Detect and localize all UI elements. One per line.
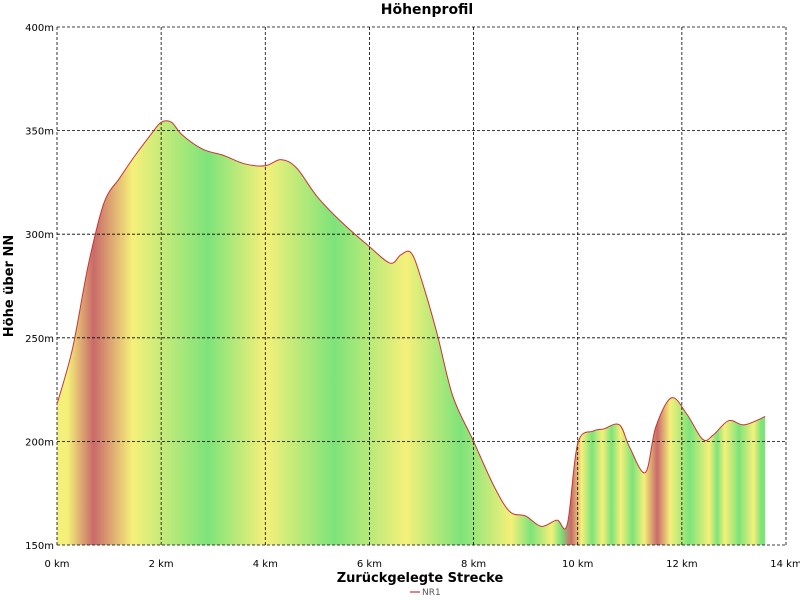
y-axis-title: Höhe über NN bbox=[2, 235, 17, 337]
y-tick-label: 150m bbox=[25, 541, 54, 552]
elevation-line bbox=[56, 120, 766, 530]
elevation-area-fill bbox=[57, 120, 766, 545]
legend: NR1 bbox=[410, 588, 441, 598]
y-tick-label: 400m bbox=[25, 23, 54, 34]
elevation-line-group bbox=[56, 120, 766, 530]
grid-lines bbox=[56, 26, 787, 546]
elevation-area bbox=[57, 120, 766, 545]
x-tick-label: 14 km bbox=[770, 559, 800, 570]
y-tick-label: 350m bbox=[25, 127, 54, 138]
x-tick-label: 8 km bbox=[461, 559, 486, 570]
y-tick-label: 200m bbox=[25, 437, 54, 448]
x-axis-ticks: 0 km 2 km 4 km 6 km 8 km 10 km 12 km 14 km bbox=[44, 559, 800, 570]
y-tick-label: 300m bbox=[25, 230, 54, 241]
x-tick-label: 0 km bbox=[44, 559, 69, 570]
x-tick-label: 10 km bbox=[562, 559, 593, 570]
y-axis-ticks: 150m 200m 250m 300m 350m 400m bbox=[25, 23, 54, 552]
x-tick-label: 2 km bbox=[149, 559, 174, 570]
y-tick-label: 250m bbox=[25, 334, 54, 345]
chart-title: Höhenprofil bbox=[381, 2, 473, 18]
x-tick-label: 12 km bbox=[666, 559, 697, 570]
legend-label: NR1 bbox=[422, 588, 441, 598]
x-axis-title: Zurückgelegte Strecke bbox=[337, 571, 504, 586]
x-tick-label: 4 km bbox=[253, 559, 278, 570]
x-tick-label: 6 km bbox=[357, 559, 382, 570]
